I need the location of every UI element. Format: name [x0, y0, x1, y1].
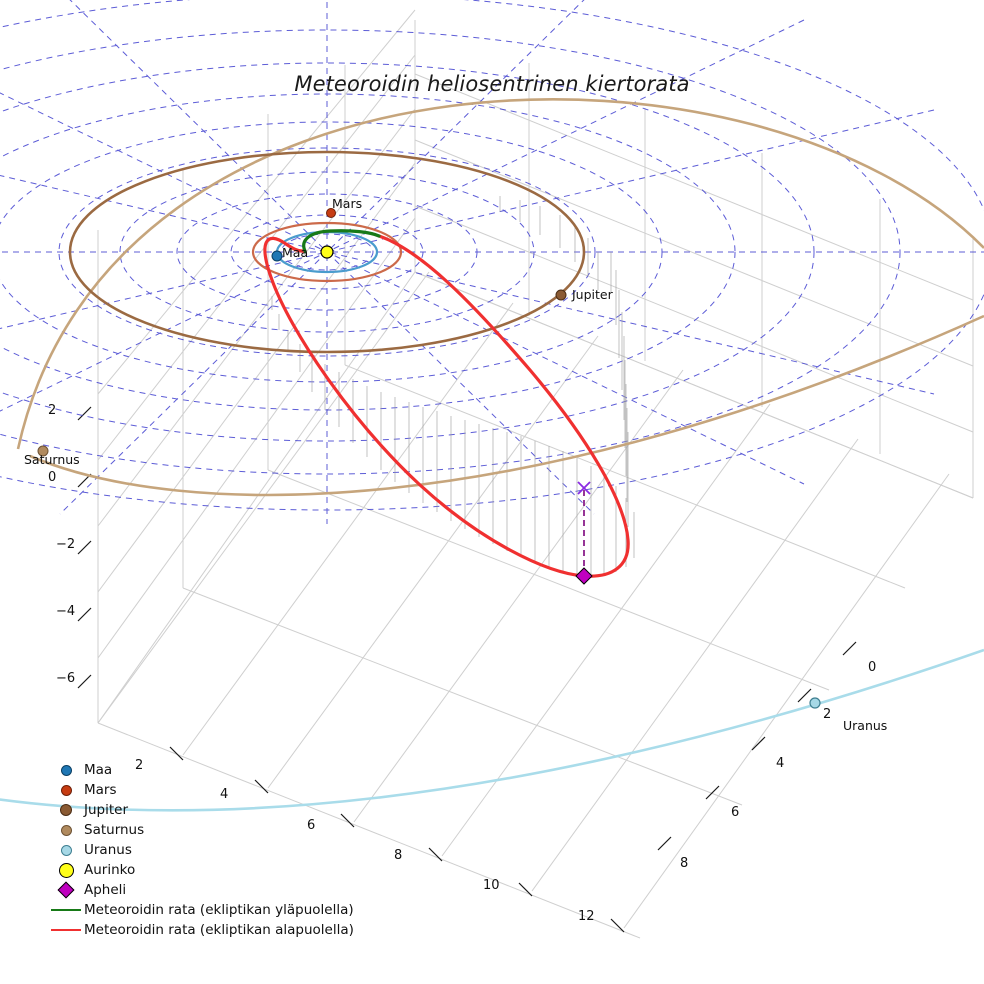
- legend-item-orbit-above[interactable]: Meteoroidin rata (ekliptikan yläpuolella…: [48, 900, 378, 920]
- legend-marker-sun-icon: [48, 862, 84, 878]
- marker-saturnus: [37, 445, 49, 457]
- legend-label-maa: Maa: [84, 762, 113, 778]
- legend-item-mars[interactable]: Mars: [48, 780, 378, 800]
- legend-item-aurinko[interactable]: Aurinko: [48, 860, 378, 880]
- legend-item-orbit-below[interactable]: Meteoroidin rata (ekliptikan alapuolella…: [48, 920, 378, 940]
- legend-label-mars: Mars: [84, 782, 117, 798]
- legend-label-apheli: Apheli: [84, 882, 127, 898]
- marker-sun: [320, 245, 334, 259]
- legend-label-saturnus: Saturnus: [84, 822, 145, 838]
- legend-marker-saturnus-icon: [48, 824, 84, 836]
- marker-jupiter: [555, 289, 567, 301]
- legend-item-saturnus[interactable]: Saturnus: [48, 820, 378, 840]
- meteoroid-orbit-above-ecliptic: [302, 229, 381, 253]
- aphelion-ecliptic-cross: [577, 481, 591, 495]
- legend-label-uranus: Uranus: [84, 842, 132, 858]
- meteoroid-orbit-below-ecliptic: [263, 234, 630, 578]
- legend-marker-mars-icon: [48, 784, 84, 796]
- marker-mars: [326, 208, 336, 218]
- aphelion-marker: [575, 567, 593, 585]
- legend-item-uranus[interactable]: Uranus: [48, 840, 378, 860]
- legend-line-below-ecliptic-icon: [48, 929, 84, 931]
- orbit-uranus: [0, 648, 984, 812]
- orbit-jupiter: [68, 150, 586, 354]
- legend-label-orbit-below: Meteoroidin rata (ekliptikan alapuolella…: [84, 922, 354, 938]
- orbit-saturnus: [16, 98, 984, 450]
- legend-label-orbit-above: Meteoroidin rata (ekliptikan yläpuolella…: [84, 902, 354, 918]
- legend: Maa Mars Jupiter Saturnus Uranus: [48, 760, 378, 940]
- legend-marker-maa-icon: [48, 764, 84, 776]
- orbit-mars: [251, 221, 403, 283]
- marker-uranus: [809, 697, 821, 709]
- legend-marker-aphelion-icon: [48, 881, 84, 899]
- orbit-saturnus-near: [29, 314, 984, 497]
- marker-maa: [271, 250, 283, 262]
- legend-line-above-ecliptic-icon: [48, 909, 84, 911]
- legend-marker-uranus-icon: [48, 844, 84, 856]
- legend-item-maa[interactable]: Maa: [48, 760, 378, 780]
- legend-marker-jupiter-icon: [48, 804, 84, 816]
- legend-label-jupiter: Jupiter: [84, 802, 129, 818]
- legend-item-apheli[interactable]: Apheli: [48, 880, 378, 900]
- legend-item-jupiter[interactable]: Jupiter: [48, 800, 378, 820]
- legend-label-aurinko: Aurinko: [84, 862, 136, 878]
